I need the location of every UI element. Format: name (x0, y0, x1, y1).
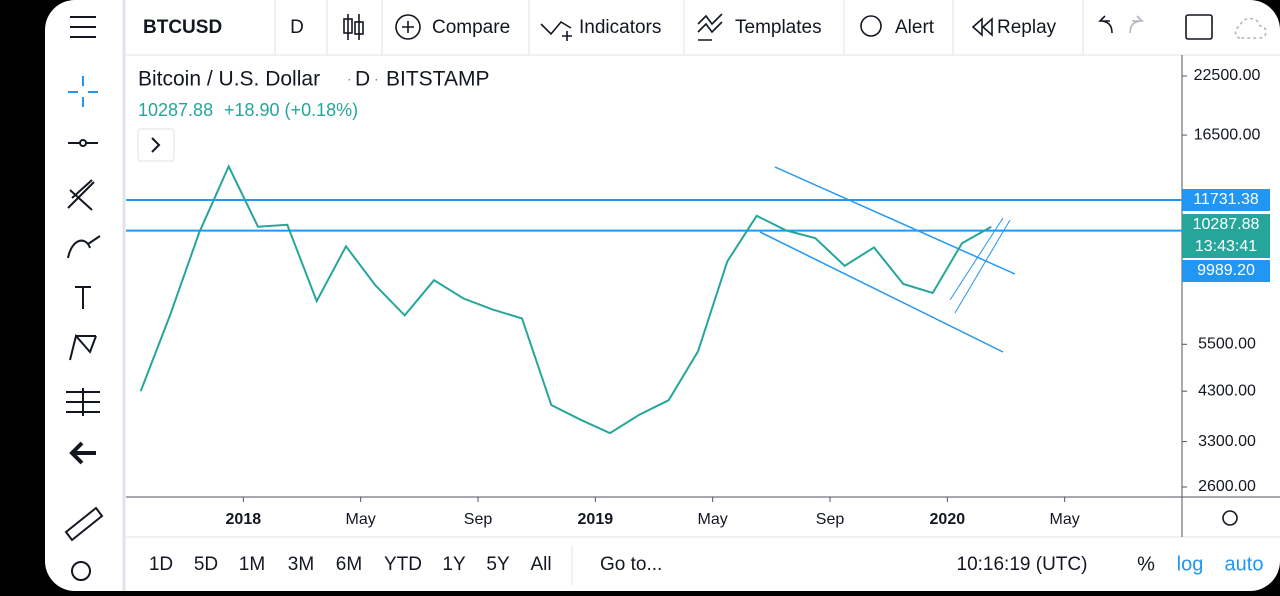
collapse-button[interactable] (137, 128, 175, 162)
channel-line (759, 231, 1004, 353)
brush-icon[interactable] (67, 235, 101, 259)
range-button[interactable]: 5Y (486, 554, 510, 575)
toolbar-button[interactable]: Indicators (579, 17, 661, 38)
channel-line (954, 219, 1011, 314)
price-label: 10287.88 (1193, 216, 1260, 233)
toolbar-button[interactable]: Alert (895, 17, 935, 38)
ruler-icon[interactable] (64, 506, 104, 542)
range-button[interactable]: 3M (288, 554, 314, 575)
alert-icon[interactable] (860, 15, 882, 37)
countdown: 13:43:41 (1195, 238, 1257, 255)
y-tick-label: 22500.00 (1194, 67, 1261, 84)
range-button[interactable]: 5D (194, 554, 218, 575)
range-button[interactable]: 1D (149, 554, 173, 575)
price-label: 9989.20 (1197, 262, 1255, 279)
y-tick-label: 5500.00 (1198, 336, 1256, 353)
channel-line (774, 166, 1016, 275)
replay-icon[interactable] (971, 17, 993, 37)
zoom-icon[interactable] (71, 561, 91, 581)
x-tick-label: Sep (816, 511, 845, 528)
layout-icon[interactable] (1185, 14, 1213, 40)
back-icon[interactable] (69, 441, 96, 465)
range-button[interactable]: YTD (384, 554, 422, 575)
x-tick-label: Sep (464, 511, 493, 528)
x-tick-label: 2018 (226, 511, 262, 528)
x-tick-label: 2020 (930, 511, 966, 528)
price-label-bg (1182, 214, 1270, 259)
fib-icon[interactable] (67, 179, 95, 211)
compare-icon[interactable] (395, 14, 421, 40)
measure-icon[interactable] (66, 388, 100, 416)
text-icon[interactable] (75, 286, 91, 309)
chart-exchange: BITSTAMP (386, 68, 489, 91)
title-dot: · (347, 71, 352, 87)
chevron (151, 137, 161, 153)
x-tick-label: May (346, 511, 376, 528)
undo-icon[interactable] (1098, 15, 1113, 34)
toolbar-button[interactable]: Replay (997, 17, 1057, 38)
percent-button[interactable]: % (1137, 553, 1155, 575)
price-change: +18.90 (+0.18%) (224, 100, 358, 120)
indicators-icon[interactable] (540, 20, 572, 41)
goto-button[interactable]: Go to... (600, 554, 662, 575)
compare-plus (402, 21, 414, 33)
title-dot: · (374, 71, 379, 87)
x-tick-label: May (1050, 511, 1080, 528)
range-button[interactable]: 1M (239, 554, 265, 575)
price-line (139, 164, 992, 435)
chart-interval: D (355, 68, 370, 91)
price-label-bg (1182, 260, 1270, 283)
menu-icon[interactable] (70, 16, 96, 38)
candle-body (354, 21, 364, 35)
symbol[interactable]: BTCUSD (143, 17, 222, 38)
range-button[interactable]: 1Y (442, 554, 466, 575)
last-price: 10287.88 (138, 100, 213, 120)
price-label-bg (1182, 189, 1270, 212)
redo-icon[interactable] (1129, 15, 1144, 34)
channel-line (949, 217, 1004, 301)
range-button[interactable]: All (530, 554, 551, 575)
price-label: 11731.38 (1193, 191, 1259, 208)
templates-icon[interactable] (697, 13, 723, 41)
y-tick-label: 16500.00 (1194, 126, 1261, 143)
chart-title: Bitcoin / U.S. Dollar (138, 68, 320, 91)
x-tick-label: May (698, 511, 728, 528)
pattern-icon[interactable] (69, 333, 97, 361)
interval[interactable]: D (290, 17, 304, 38)
cloud-icon[interactable] (1234, 17, 1267, 39)
y-tick-label: 4300.00 (1198, 382, 1256, 399)
candle-body (343, 18, 353, 34)
y-tick-label: 2600.00 (1198, 478, 1256, 495)
settings-icon[interactable] (1222, 510, 1238, 526)
auto-button[interactable]: auto (1225, 553, 1264, 575)
log-button[interactable]: log (1177, 553, 1204, 575)
app-bg (45, 0, 1280, 591)
x-tick-label: 2019 (578, 511, 614, 528)
sidebar-icons (64, 16, 104, 581)
utc-time[interactable]: 10:16:19 (UTC) (957, 554, 1088, 575)
toolbar-button[interactable]: Compare (432, 17, 510, 38)
range-button[interactable]: 6M (336, 554, 362, 575)
hline-dot (79, 139, 87, 147)
y-tick-label: 3300.00 (1198, 433, 1256, 450)
toolbar-button[interactable]: Templates (735, 17, 822, 38)
crosshair-icon[interactable] (68, 76, 98, 107)
toolbar-icons (343, 13, 1267, 526)
